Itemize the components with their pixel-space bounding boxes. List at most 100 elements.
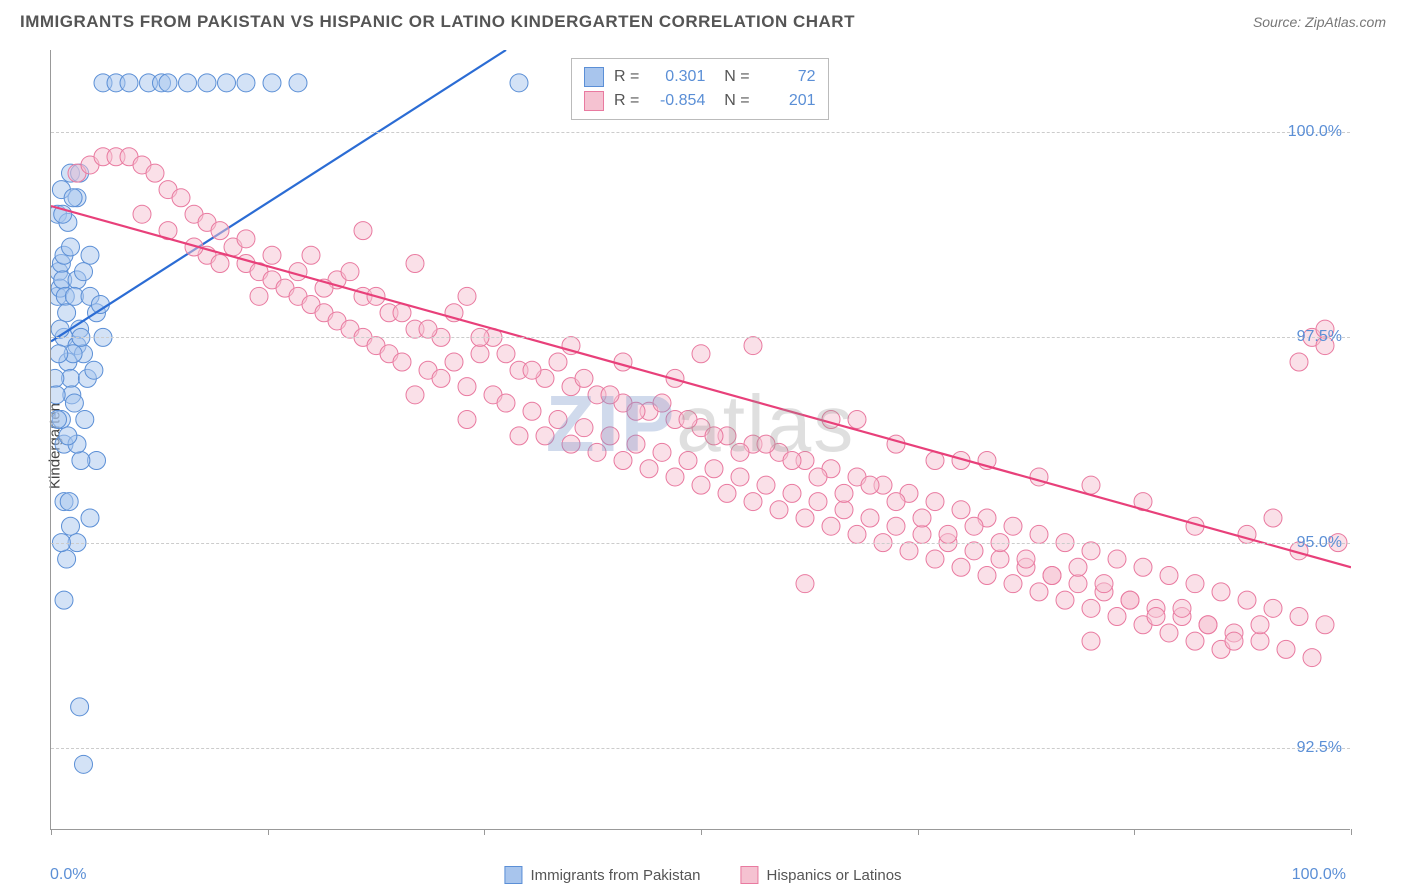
gridline <box>51 132 1350 133</box>
stats-row: R =-0.854 N =201 <box>584 89 816 113</box>
scatter-point <box>809 468 827 486</box>
x-tick <box>51 829 52 835</box>
x-tick <box>1351 829 1352 835</box>
scatter-point <box>1225 632 1243 650</box>
scatter-point <box>679 452 697 470</box>
scatter-point <box>75 263 93 281</box>
scatter-point <box>1121 591 1139 609</box>
scatter-point <box>1082 599 1100 617</box>
scatter-point <box>731 468 749 486</box>
x-tick <box>1134 829 1135 835</box>
scatter-point <box>913 509 931 527</box>
scatter-point <box>601 427 619 445</box>
gridline <box>51 337 1350 338</box>
scatter-point <box>523 402 541 420</box>
legend-label: Hispanics or Latinos <box>766 867 901 884</box>
y-tick-label: 97.5% <box>1297 328 1342 346</box>
scatter-point <box>887 517 905 535</box>
scatter-point <box>497 394 515 412</box>
scatter-point <box>887 435 905 453</box>
scatter-point <box>218 74 236 92</box>
legend-swatch <box>504 866 522 884</box>
scatter-point <box>731 443 749 461</box>
scatter-point <box>614 353 632 371</box>
scatter-point <box>198 74 216 92</box>
stats-n-label: N = <box>715 92 749 110</box>
scatter-point <box>913 525 931 543</box>
scatter-point <box>562 435 580 453</box>
scatter-point <box>432 369 450 387</box>
scatter-point <box>1277 640 1295 658</box>
scatter-point <box>1030 583 1048 601</box>
scatter-point <box>965 542 983 560</box>
scatter-point <box>783 452 801 470</box>
scatter-point <box>744 337 762 355</box>
scatter-point <box>1134 558 1152 576</box>
scatter-point <box>510 74 528 92</box>
scatter-point <box>65 394 83 412</box>
scatter-point <box>705 460 723 478</box>
scatter-point <box>549 410 567 428</box>
scatter-point <box>822 517 840 535</box>
scatter-point <box>1069 558 1087 576</box>
scatter-point <box>1303 649 1321 667</box>
scatter-point <box>1251 616 1269 634</box>
scatter-point <box>1251 632 1269 650</box>
stats-n-value: 201 <box>760 92 816 110</box>
scatter-point <box>58 550 76 568</box>
scatter-point <box>76 410 94 428</box>
scatter-point <box>991 550 1009 568</box>
legend-bottom: Immigrants from Pakistan Hispanics or Lat… <box>504 866 901 884</box>
scatter-point <box>1069 575 1087 593</box>
scatter-point <box>458 378 476 396</box>
legend-swatch <box>740 866 758 884</box>
source-attribution: Source: ZipAtlas.com <box>1253 14 1386 30</box>
scatter-point <box>263 246 281 264</box>
scatter-point <box>1160 624 1178 642</box>
scatter-point <box>159 74 177 92</box>
stats-r-value: 0.301 <box>649 68 705 86</box>
x-axis-max-label: 100.0% <box>1292 866 1346 884</box>
scatter-point <box>1199 616 1217 634</box>
x-tick <box>918 829 919 835</box>
scatter-point <box>627 435 645 453</box>
scatter-point <box>289 74 307 92</box>
scatter-point <box>679 410 697 428</box>
scatter-point <box>952 501 970 519</box>
scatter-point <box>51 410 67 428</box>
scatter-point <box>523 361 541 379</box>
scatter-point <box>1147 608 1165 626</box>
stats-swatch <box>584 91 604 111</box>
regression-line <box>51 50 506 341</box>
scatter-point <box>81 509 99 527</box>
scatter-point <box>59 427 77 445</box>
scatter-point <box>406 254 424 272</box>
legend-item: Hispanics or Latinos <box>740 866 901 884</box>
scatter-point <box>1173 599 1191 617</box>
scatter-point <box>653 443 671 461</box>
scatter-point <box>1186 632 1204 650</box>
regression-line <box>51 206 1351 567</box>
scatter-point <box>237 230 255 248</box>
legend-label: Immigrants from Pakistan <box>530 867 700 884</box>
scatter-point <box>1316 616 1334 634</box>
scatter-point <box>757 476 775 494</box>
scatter-point <box>445 353 463 371</box>
scatter-point <box>1030 525 1048 543</box>
scatter-point <box>289 263 307 281</box>
legend-item: Immigrants from Pakistan <box>504 866 700 884</box>
scatter-point <box>1212 583 1230 601</box>
x-tick <box>484 829 485 835</box>
scatter-point <box>72 452 90 470</box>
scatter-point <box>900 542 918 560</box>
scatter-point <box>1082 476 1100 494</box>
scatter-point <box>458 287 476 305</box>
scatter-point <box>179 74 197 92</box>
scatter-point <box>497 345 515 363</box>
scatter-point <box>978 566 996 584</box>
scatter-point <box>1264 599 1282 617</box>
scatter-point <box>1290 608 1308 626</box>
scatter-point <box>1108 608 1126 626</box>
scatter-point <box>302 246 320 264</box>
scatter-point <box>809 493 827 511</box>
